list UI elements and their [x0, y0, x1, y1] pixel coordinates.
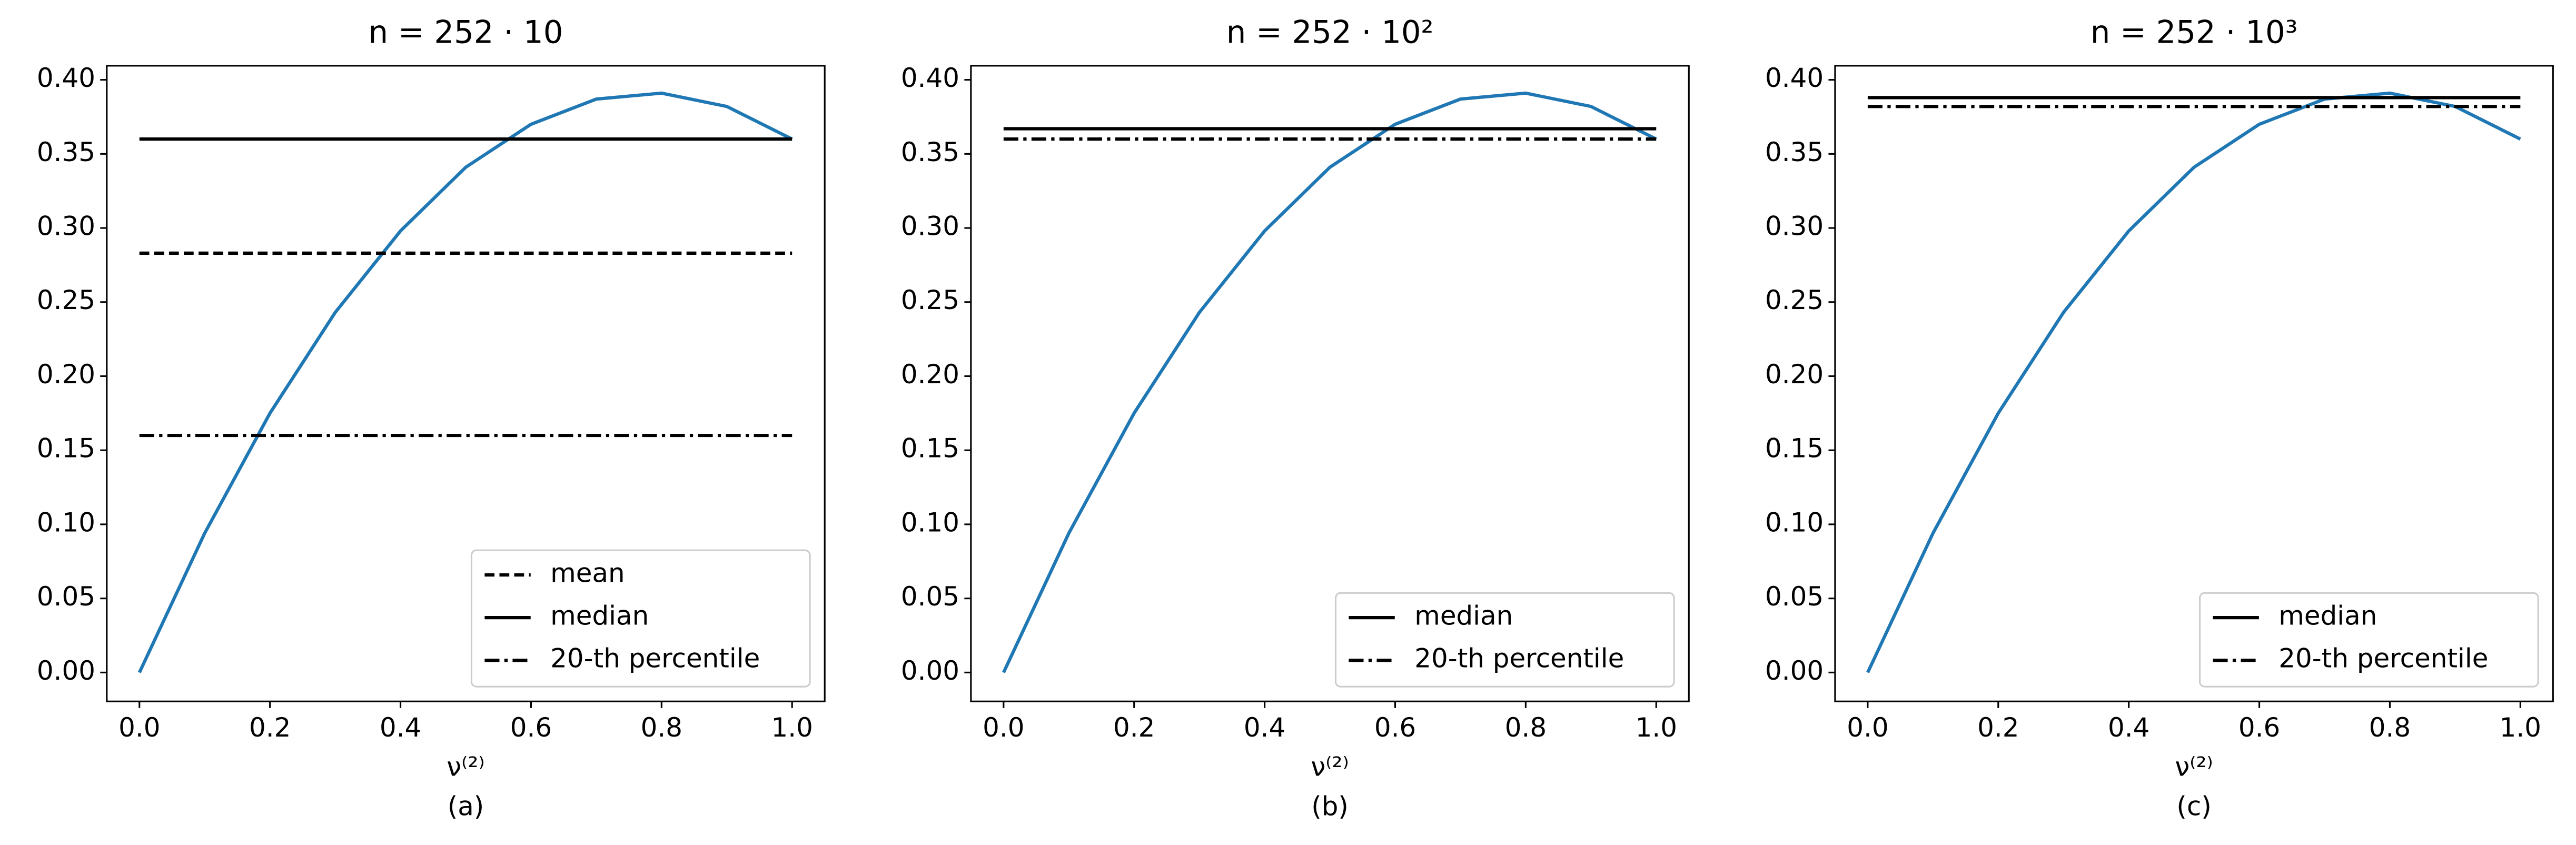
chart-title: n = 252 · 10 [369, 14, 563, 51]
x-tick-label: 0.4 [2108, 712, 2149, 743]
y-tick-label: 0.05 [37, 581, 95, 612]
x-tick-label: 0.8 [641, 712, 682, 743]
y-tick-label: 0.10 [1765, 507, 1824, 538]
legend-label: median [2278, 601, 2377, 631]
y-tick-label: 0.00 [37, 655, 95, 686]
subplot: n = 252 · 10² ν⁽²⁾ (b) 0.0 0.2 0.4 0.6 0.8 1.0 0.… [901, 14, 1690, 822]
chart-title: n = 252 · 10³ [2090, 14, 2298, 51]
subplot: n = 252 · 10³ ν⁽²⁾ (c) 0.0 0.2 0.4 0.6 0.8 1.0 0.… [1765, 14, 2554, 822]
legend-box [470, 549, 811, 688]
y-tick-label: 0.05 [901, 581, 959, 612]
x-tick-label: 0.6 [2238, 712, 2280, 743]
legend-label: mean [550, 558, 625, 589]
x-axis-label: ν⁽²⁾ [2175, 752, 2213, 782]
x-tick-label: 0.2 [1113, 712, 1155, 743]
x-axis-label: ν⁽²⁾ [447, 752, 484, 782]
y-tick-label: 0.40 [901, 63, 959, 93]
y-tick-label: 0.00 [1765, 655, 1824, 686]
legend-label: 20-th percentile [1414, 643, 1624, 674]
axes-frame [970, 65, 1690, 702]
y-tick-label: 0.25 [1765, 285, 1824, 315]
subplot-caption: (a) [448, 791, 484, 822]
x-tick-label: 0.0 [118, 712, 160, 743]
legend-label: median [550, 601, 649, 631]
y-tick-label: 0.00 [901, 655, 959, 686]
y-tick-label: 0.35 [901, 137, 959, 167]
subplot-caption: (c) [2176, 791, 2211, 822]
x-tick-label: 0.4 [1244, 712, 1285, 743]
y-tick-label: 0.40 [1765, 63, 1824, 93]
x-tick-label: 0.2 [1977, 712, 2019, 743]
x-tick-label: 1.0 [771, 712, 813, 743]
y-tick-label: 0.15 [901, 433, 959, 464]
y-tick-label: 0.15 [1765, 433, 1824, 464]
y-tick-label: 0.30 [1765, 211, 1824, 242]
x-tick-label: 0.6 [1374, 712, 1416, 743]
series-line [1002, 91, 1657, 673]
y-tick-label: 0.35 [37, 137, 95, 167]
y-tick-label: 0.25 [901, 285, 959, 315]
x-tick-label: 0.8 [1505, 712, 1547, 743]
y-tick-label: 0.35 [1765, 137, 1824, 167]
y-tick-label: 0.40 [37, 63, 95, 93]
y-tick-label: 0.10 [901, 507, 959, 538]
y-tick-label: 0.05 [1765, 581, 1824, 612]
y-tick-label: 0.15 [37, 433, 95, 464]
axes-frame [106, 65, 826, 702]
x-tick-label: 0.2 [249, 712, 291, 743]
y-tick-label: 0.10 [37, 507, 95, 538]
x-axis-label: ν⁽²⁾ [1311, 752, 1349, 782]
subplot-caption: (b) [1311, 791, 1349, 822]
axes-frame [1834, 65, 2554, 702]
legend-box [2198, 592, 2539, 688]
y-tick-label: 0.20 [901, 359, 959, 390]
subplot: n = 252 · 10 ν⁽²⁾ (a) 0.0 0.2 0.4 0.6 0.8 1.0 0.0… [37, 14, 826, 822]
x-tick-label: 0.4 [380, 712, 421, 743]
x-tick-label: 0.6 [510, 712, 552, 743]
x-tick-label: 1.0 [1636, 712, 1677, 743]
y-tick-label: 0.25 [37, 285, 95, 315]
y-tick-label: 0.20 [1765, 359, 1824, 390]
series-line [137, 91, 793, 673]
y-tick-label: 0.30 [37, 211, 95, 242]
x-tick-label: 0.0 [983, 712, 1024, 743]
x-tick-label: 0.0 [1847, 712, 1888, 743]
y-tick-label: 0.20 [37, 359, 95, 390]
x-tick-label: 0.8 [2369, 712, 2411, 743]
legend-label: 20-th percentile [550, 643, 760, 674]
legend-label: 20-th percentile [2278, 643, 2488, 674]
series-line [1866, 91, 2521, 673]
chart-title: n = 252 · 10² [1226, 14, 1434, 51]
x-tick-label: 1.0 [2500, 712, 2541, 743]
legend-box [1334, 592, 1675, 688]
y-tick-label: 0.30 [901, 211, 959, 242]
legend-label: median [1414, 601, 1513, 631]
